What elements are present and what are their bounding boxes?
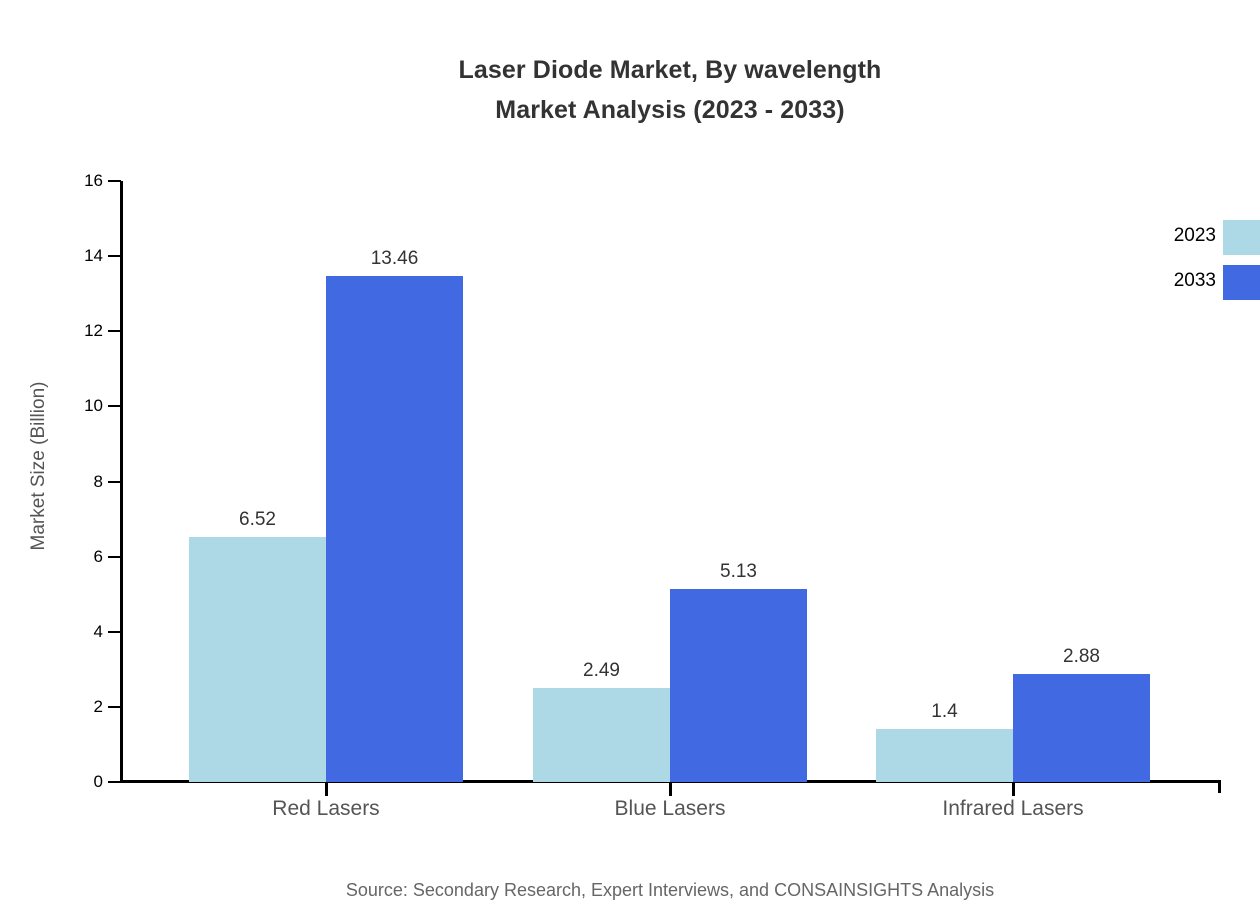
y-axis-tick-label: 10 <box>84 396 103 416</box>
x-axis-category-label: Infrared Lasers <box>942 797 1084 820</box>
bar-2033-blue-lasers[interactable] <box>670 589 807 782</box>
bar-value-label: 5.13 <box>720 561 757 583</box>
legend-color-swatch <box>1223 265 1260 300</box>
x-axis-category-label: Blue Lasers <box>614 797 726 820</box>
y-axis-tick-label: 6 <box>93 546 103 566</box>
y-axis-tick <box>108 330 121 333</box>
bar-2033-red-lasers[interactable] <box>326 276 463 782</box>
legend-label: 2023 <box>1173 225 1216 246</box>
y-axis-tick-label: 2 <box>93 696 103 716</box>
bar-2023-red-lasers[interactable] <box>189 537 326 782</box>
bar-2023-infrared-lasers[interactable] <box>876 729 1013 782</box>
plot-area: 6.52 13.46 2.49 5.13 1.4 2.88 <box>122 181 1220 782</box>
y-axis-tick <box>108 781 121 783</box>
y-axis-tick <box>108 630 121 633</box>
y-axis-spine <box>120 181 123 783</box>
y-axis-tick <box>108 705 121 708</box>
y-axis-tick <box>108 555 121 558</box>
source-note: Source: Secondary Research, Expert Inter… <box>345 880 995 900</box>
chart-title-line2: Market Analysis (2023 - 2033) <box>495 96 845 124</box>
legend-label: 2033 <box>1173 270 1216 291</box>
x-axis-category-label: Red Lasers <box>272 797 380 820</box>
bar-2023-blue-lasers[interactable] <box>533 688 670 782</box>
legend-item-2023[interactable]: 2023 <box>1108 218 1260 255</box>
x-axis-tick <box>1012 783 1015 796</box>
y-axis-tick <box>108 180 121 182</box>
bar-value-label: 6.52 <box>239 509 276 531</box>
y-axis-tick-label: 8 <box>93 471 103 491</box>
x-axis-end-tick <box>1218 780 1221 793</box>
chart-legend: 2023 2033 <box>1108 218 1260 308</box>
bar-value-label: 1.4 <box>931 701 958 723</box>
y-axis-tick-label: 0 <box>93 772 103 791</box>
bar-value-label: 2.49 <box>583 660 620 682</box>
bar-2033-infrared-lasers[interactable] <box>1013 673 1150 782</box>
y-axis-tick <box>108 405 121 408</box>
bar-value-label: 2.88 <box>1063 645 1100 667</box>
y-axis-tick <box>108 255 121 258</box>
y-axis-tick-label: 14 <box>84 246 103 266</box>
y-axis-tick-label: 16 <box>84 171 103 190</box>
legend-item-2033[interactable]: 2033 <box>1108 263 1260 300</box>
chart-title-line1: Laser Diode Market, By wavelength <box>458 56 882 84</box>
y-axis-tick-label: 12 <box>84 321 103 341</box>
legend-color-swatch <box>1223 220 1260 255</box>
x-axis-tick <box>669 783 672 796</box>
x-axis-tick <box>325 783 328 796</box>
chart-title: Laser Diode Market, By wavelength Market… <box>0 50 1260 130</box>
y-axis-tick <box>108 480 121 483</box>
y-axis-tick-label: 4 <box>93 621 103 641</box>
bar-value-label: 13.46 <box>370 248 419 270</box>
